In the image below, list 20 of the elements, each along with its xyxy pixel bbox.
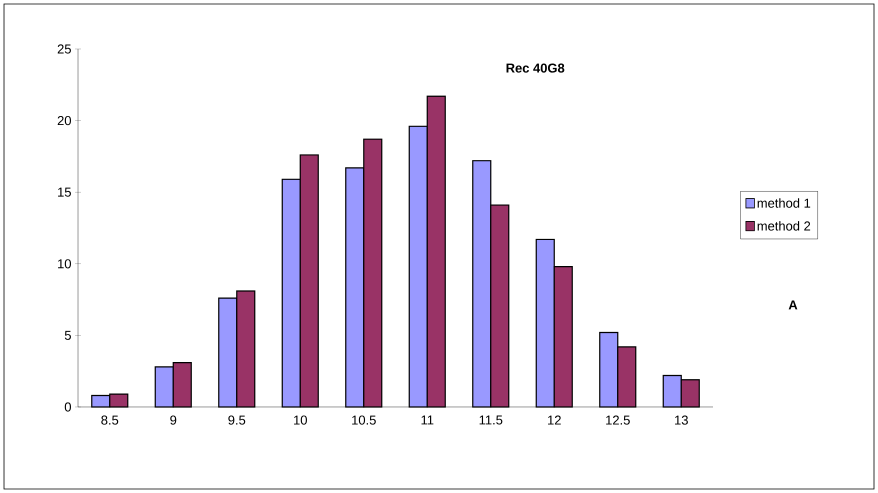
legend-label: method 2 xyxy=(758,221,810,231)
x-tick-label: 10 xyxy=(294,416,307,425)
y-tick-label: 20 xyxy=(58,116,71,126)
x-tick-label: 9.5 xyxy=(228,416,246,425)
text: A xyxy=(788,300,798,310)
y-tick-label: 25 xyxy=(58,44,71,54)
x-tick-label: 9 xyxy=(170,416,176,425)
legend-label: method 1 xyxy=(758,198,810,208)
x-tick-label: 12.5 xyxy=(606,416,630,425)
x-tick-label: 12 xyxy=(548,416,561,425)
y-tick-label: 10 xyxy=(58,259,71,268)
text: Rec 40G8 xyxy=(506,63,564,73)
x-tick-label: 11.5 xyxy=(480,416,502,425)
y-tick-label: 5 xyxy=(64,330,71,340)
x-tick-label: 11 xyxy=(422,416,434,424)
y-tick-label: 15 xyxy=(58,188,71,197)
y-tick-label: 0 xyxy=(64,402,71,412)
x-tick-label: 10.5 xyxy=(352,416,376,425)
x-tick-label: 13 xyxy=(675,416,688,425)
x-tick-label: 8.5 xyxy=(101,416,118,425)
